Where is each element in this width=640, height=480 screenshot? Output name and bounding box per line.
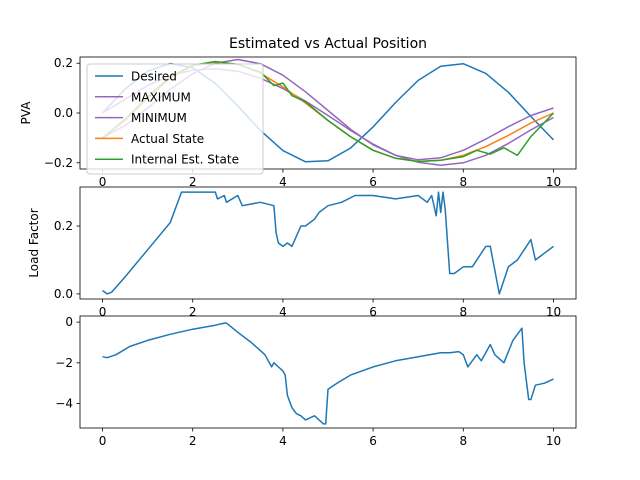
y-tick-label: −0.2 [44, 156, 73, 170]
axes-frame-2 [79, 186, 577, 300]
x-tick-label: 2 [189, 175, 197, 189]
subplot-3: 0 2 4 6 8 10 −4 −2 0 [55, 315, 577, 448]
x-tick-label: 10 [546, 305, 561, 319]
y-axis-label-2: Load Factor [27, 208, 41, 277]
x-tick-label: 10 [546, 434, 561, 448]
y-tick-label: 0 [65, 315, 73, 329]
legend-entry: MAXIMUM [131, 90, 191, 104]
x-tick-label: 8 [459, 434, 467, 448]
y-tick-label: −2 [55, 356, 73, 370]
y-tick-label: 0.2 [54, 56, 73, 70]
x-ticks-3: 0 2 4 6 8 10 [99, 428, 561, 448]
y-tick-label: 0.0 [54, 287, 73, 301]
x-ticks-1: 0 2 4 6 8 10 [99, 169, 561, 189]
series-layer-3 [102, 322, 554, 425]
series-line-2-1 [102, 191, 554, 295]
x-tick-label: 10 [546, 175, 561, 189]
x-tick-label: 8 [459, 305, 467, 319]
x-tick-label: 0 [99, 175, 107, 189]
x-ticks-2: 0 2 4 6 8 10 [99, 299, 561, 319]
x-tick-label: 4 [279, 175, 287, 189]
y-tick-label: 0.2 [54, 219, 73, 233]
x-tick-label: 6 [369, 434, 377, 448]
y-axis-label-1: PVA [19, 101, 33, 125]
legend-entry: Internal Est. State [131, 153, 239, 167]
y-ticks-1: −0.2 0.0 0.2 [44, 56, 80, 170]
legend-entry: MINIMUM [131, 111, 187, 125]
legend-entry: Desired [131, 70, 177, 84]
x-tick-label: 0 [99, 305, 107, 319]
x-tick-label: 0 [99, 434, 107, 448]
y-ticks-3: −4 −2 0 [55, 315, 80, 411]
series-layer-2 [102, 191, 554, 295]
x-tick-label: 2 [189, 305, 197, 319]
x-tick-label: 4 [279, 305, 287, 319]
legend-entry: Actual State [131, 132, 204, 146]
legend: Desired MAXIMUM MINIMUM Actual State Interna… [86, 63, 264, 175]
y-tick-label: −4 [55, 397, 73, 411]
x-tick-label: 2 [189, 434, 197, 448]
series-line-3-1 [102, 322, 554, 425]
x-tick-label: 6 [369, 175, 377, 189]
subplot-1: Estimated vs Actual Position PVA 0 2 4 6 8 10… [19, 36, 577, 189]
y-ticks-2: 0.0 0.2 [54, 219, 80, 301]
legend-box [86, 63, 264, 175]
chart-title: Estimated vs Actual Position [229, 36, 427, 52]
axes-frame-3 [79, 315, 577, 429]
x-tick-label: 6 [369, 305, 377, 319]
subplot-2: Load Factor 0 2 4 6 8 10 0.0 0.2 [27, 186, 577, 319]
x-tick-label: 4 [279, 434, 287, 448]
x-tick-label: 8 [459, 175, 467, 189]
y-tick-label: 0.0 [54, 106, 73, 120]
